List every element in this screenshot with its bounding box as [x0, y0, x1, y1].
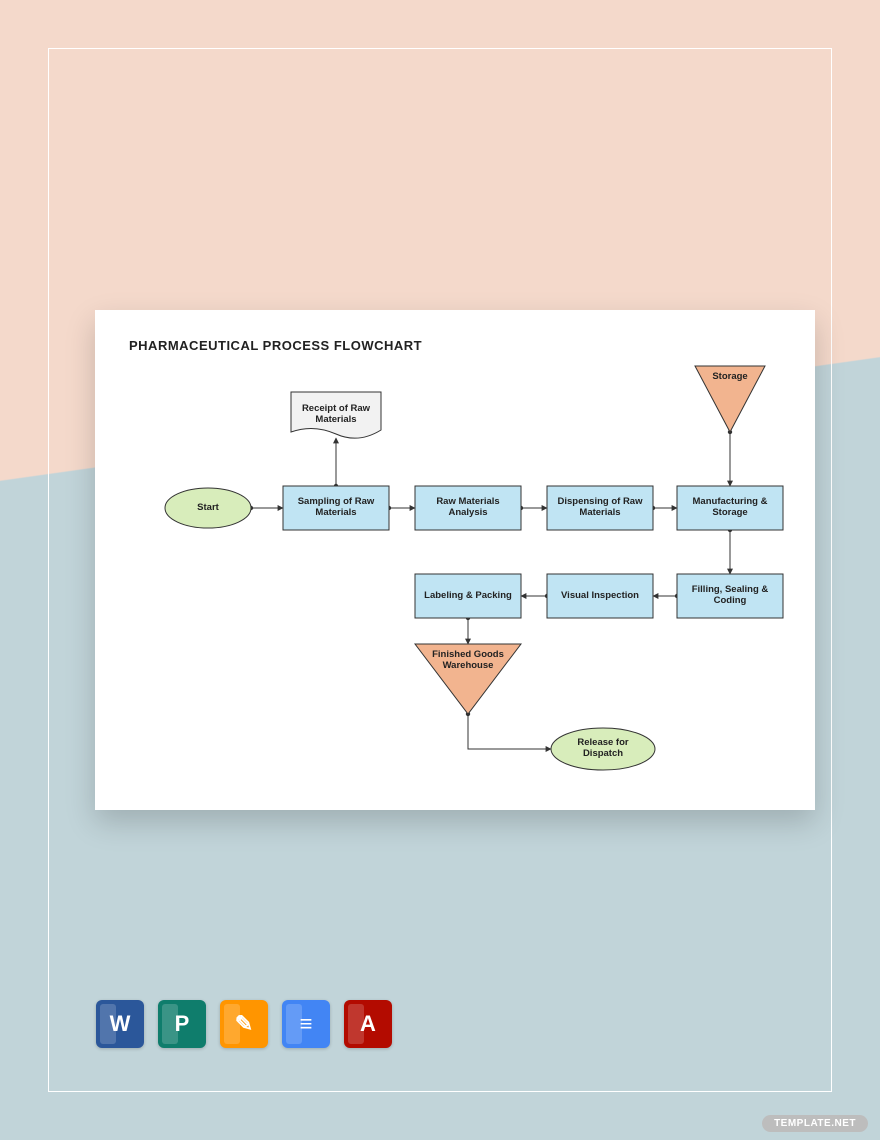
pdf-icon[interactable]: A	[344, 1000, 392, 1048]
node-mfg: Manufacturing & Storage	[677, 486, 783, 530]
node-receipt: Receipt of Raw Materials	[291, 392, 381, 438]
node-sampling: Sampling of Raw Materials	[283, 486, 389, 530]
word-icon[interactable]: W	[96, 1000, 144, 1048]
node-storage: Storage	[695, 366, 765, 432]
gdocs-icon[interactable]: ≡	[282, 1000, 330, 1048]
node-fgw: Finished Goods Warehouse	[415, 644, 521, 714]
publisher-icon[interactable]: P	[158, 1000, 206, 1048]
node-release: Release for Dispatch	[551, 728, 655, 770]
node-dispense: Dispensing of Raw Materials	[547, 486, 653, 530]
pages-icon[interactable]: ✎	[220, 1000, 268, 1048]
node-visual: Visual Inspection	[547, 574, 653, 618]
flowchart-svg: Start Sampling of Raw Materials Receipt of…	[95, 310, 815, 810]
node-label: Labeling & Packing	[415, 574, 521, 618]
node-start: Start	[165, 488, 251, 528]
app-icon-row: WP ✎ ≡ A	[96, 1000, 392, 1048]
node-fsc: Filling, Sealing & Coding	[677, 574, 783, 618]
flowchart-paper: PHARMACEUTICAL PROCESS FLOWCHART StartSa…	[95, 310, 815, 810]
watermark-badge: TEMPLATE.NET	[762, 1115, 868, 1132]
node-analysis: Raw Materials Analysis	[415, 486, 521, 530]
